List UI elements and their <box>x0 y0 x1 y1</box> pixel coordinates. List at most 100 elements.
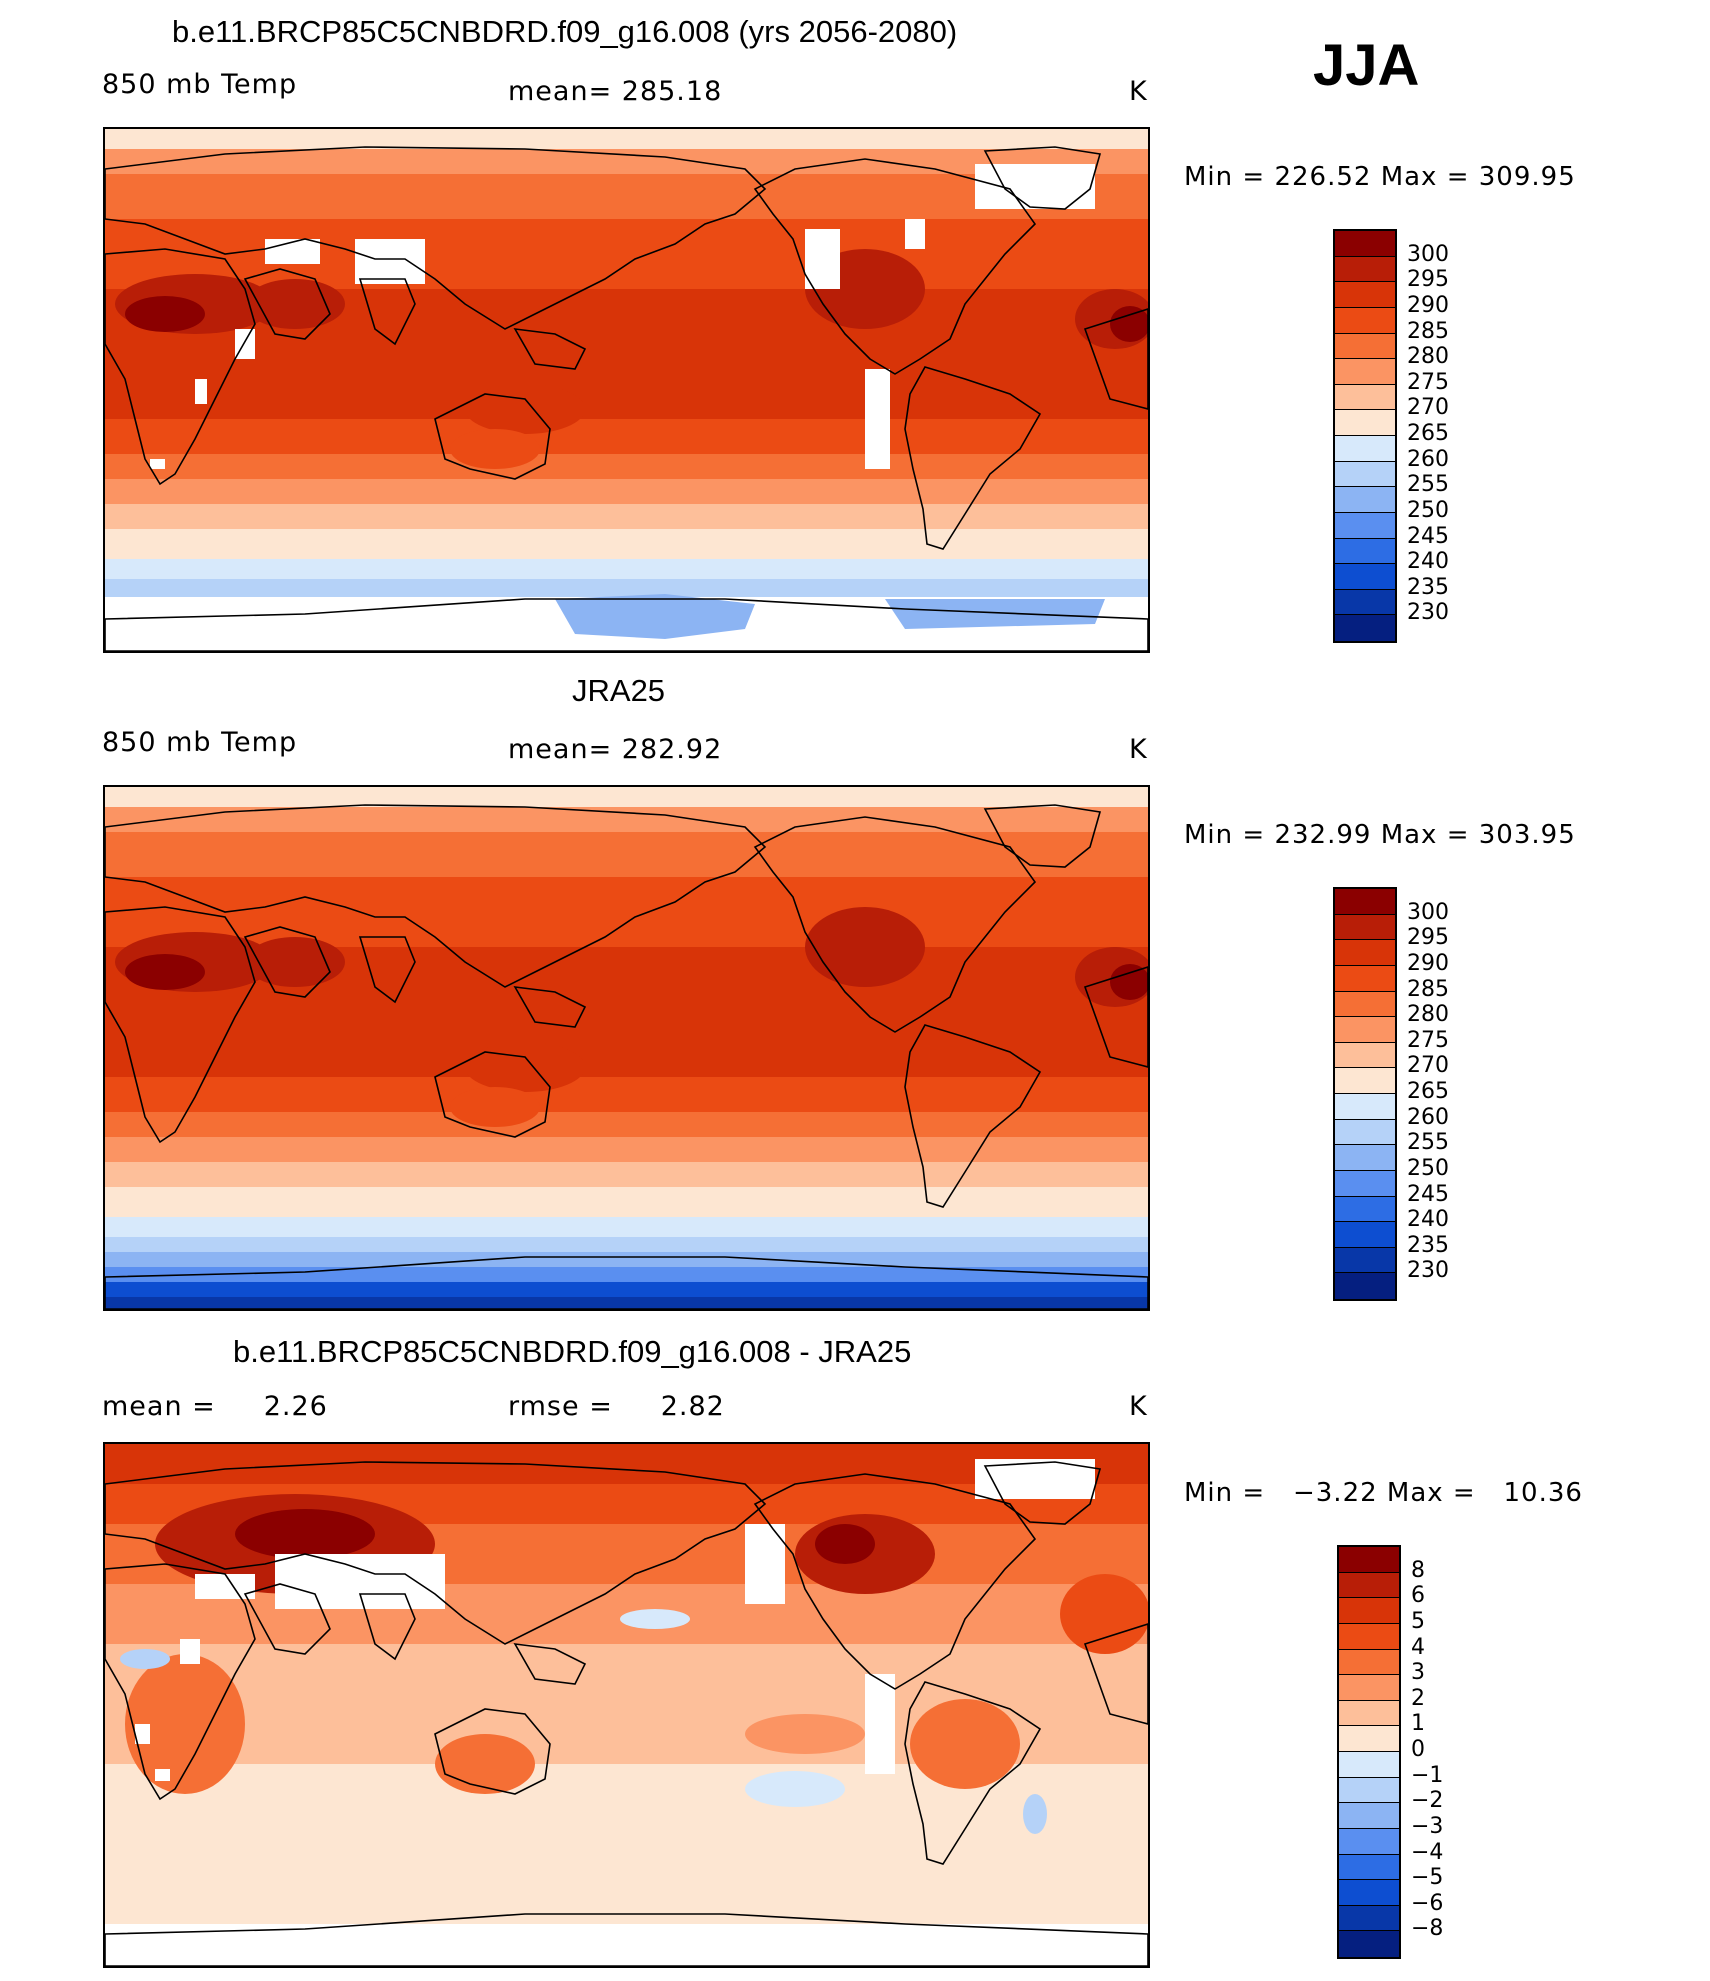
coastline-greenland <box>983 1461 1102 1525</box>
colorbar-tick-label: 295 <box>1407 925 1449 951</box>
coastline-namerica <box>753 158 1037 375</box>
colorbar-tick-label: 235 <box>1407 1232 1449 1258</box>
colorbar-tick-label: 240 <box>1407 549 1449 575</box>
panel-2-variable-label: 850 mb Temp <box>102 727 298 758</box>
coastline-africaEast <box>1083 966 1148 1068</box>
colorbar-tick-label: 2 <box>1411 1685 1425 1711</box>
coastline-eurasia <box>105 804 767 988</box>
colorbar-tick-label: 6 <box>1411 1583 1425 1609</box>
coastline-arabia <box>243 268 331 340</box>
colorbar-swatch <box>1335 991 1395 1018</box>
colorbar-swatch <box>1339 1828 1399 1855</box>
panel-1-units: K <box>1129 76 1148 107</box>
colorbar-swatch <box>1339 1905 1399 1932</box>
colorbar-swatch <box>1335 1170 1395 1197</box>
panel-2-minmax: Min = 232.99 Max = 303.95 <box>1184 820 1576 850</box>
colorbar-swatch <box>1339 1931 1399 1957</box>
colorbar-swatch <box>1335 256 1395 283</box>
colorbar-swatch <box>1335 307 1395 334</box>
colorbar-swatch <box>1335 359 1395 385</box>
coastline-africa <box>105 1563 256 1801</box>
colorbar-swatch <box>1335 512 1395 539</box>
colorbar-tick-label: 285 <box>1407 976 1449 1002</box>
panel-3-minmax: Min = −3.22 Max = 10.36 <box>1184 1478 1583 1508</box>
colorbar-tick-label: 300 <box>1407 241 1449 267</box>
colorbar-swatch <box>1339 1547 1399 1573</box>
map-field <box>105 129 1148 651</box>
coastline-india <box>358 936 416 1004</box>
colorbar-swatch <box>1335 333 1395 360</box>
colorbar-swatch <box>1335 384 1395 411</box>
coastline-australia <box>434 1051 551 1138</box>
colorbar-swatch <box>1335 940 1395 966</box>
coastline-australia <box>434 1708 551 1795</box>
coastline-samerica <box>904 366 1042 550</box>
coastline-greenland <box>983 804 1102 868</box>
colorbar-swatch <box>1335 1145 1395 1171</box>
colorbar-swatch <box>1335 1042 1395 1069</box>
colorbar-tick-label: 270 <box>1407 1053 1449 1079</box>
colorbar-swatch <box>1335 282 1395 308</box>
colorbar-tick-label: 295 <box>1407 267 1449 293</box>
panel-2-units: K <box>1129 734 1148 765</box>
coastline-antarctica <box>105 1913 1148 1966</box>
colorbar-tick-label: 245 <box>1407 523 1449 549</box>
colorbar-swatch <box>1335 410 1395 436</box>
colorbar-tick-label: −3 <box>1411 1813 1444 1839</box>
coastline-greenland <box>983 146 1102 210</box>
colorbar-swatch <box>1335 615 1395 641</box>
colorbar-tick-label: 270 <box>1407 395 1449 421</box>
coastlines <box>105 804 1148 1309</box>
colorbar-tick-label: 260 <box>1407 446 1449 472</box>
colorbar-swatch <box>1335 231 1395 257</box>
coastline-africaEast <box>1083 308 1148 410</box>
colorbar-tick-label: 5 <box>1411 1608 1425 1634</box>
coastline-india <box>358 1593 416 1661</box>
coastline-seasia <box>513 1643 587 1685</box>
colorbar-tick-label: 0 <box>1411 1737 1425 1762</box>
coastline-namerica <box>753 1473 1037 1690</box>
colorbar-tick-label: 250 <box>1407 1155 1449 1181</box>
colorbar-tick-label: 280 <box>1407 1002 1449 1028</box>
colorbar-swatch <box>1339 1880 1399 1906</box>
colorbar-tick-label: 235 <box>1407 574 1449 600</box>
colorbar-swatch <box>1335 461 1395 488</box>
colorbar-swatch <box>1335 1119 1395 1146</box>
colorbar-tick-label: 240 <box>1407 1207 1449 1233</box>
colorbar-swatch <box>1335 1222 1395 1248</box>
colorbar-swatches <box>1333 887 1397 1301</box>
map-field <box>105 1444 1148 1966</box>
coastline-eurasia <box>105 1461 767 1645</box>
colorbar-tick-label: 260 <box>1407 1104 1449 1130</box>
colorbar-swatches <box>1337 1545 1401 1959</box>
colorbar-swatch <box>1335 1196 1395 1223</box>
colorbar-tick-label: 3 <box>1411 1660 1425 1686</box>
panel-2-mean: mean= 282.92 <box>508 734 723 765</box>
colorbar-tick-label: −8 <box>1411 1916 1444 1942</box>
coastline-antarctica <box>105 1256 1148 1309</box>
colorbar-tick-label: 290 <box>1407 950 1449 976</box>
panel-1-mean: mean= 285.18 <box>508 76 723 107</box>
colorbar-swatch <box>1335 914 1395 941</box>
colorbar-swatch <box>1335 589 1395 616</box>
panel-1-title: b.e11.BRCP85C5CNBDRD.f09_g16.008 (yrs 20… <box>172 14 958 49</box>
colorbar-swatch <box>1335 1273 1395 1299</box>
colorbar-swatch <box>1339 1675 1399 1701</box>
panel-2-title: JRA25 <box>572 673 666 708</box>
colorbar-tick-label: 250 <box>1407 497 1449 523</box>
colorbar-swatch <box>1339 1777 1399 1804</box>
colorbar-tick-label: 300 <box>1407 899 1449 925</box>
map-field <box>105 787 1148 1309</box>
colorbar-tick-label: 275 <box>1407 369 1449 395</box>
colorbar-tick-label: 245 <box>1407 1181 1449 1207</box>
colorbar-swatch <box>1339 1726 1399 1752</box>
colorbar-tick-label: 8 <box>1411 1557 1425 1583</box>
colorbar-tick-label: 255 <box>1407 1130 1449 1156</box>
colorbar-swatch <box>1335 538 1395 565</box>
colorbar-swatches <box>1333 229 1397 643</box>
coastline-africaEast <box>1083 1623 1148 1725</box>
panel-3-map <box>103 1442 1150 1968</box>
colorbar-swatch <box>1339 1854 1399 1881</box>
colorbar-swatch <box>1339 1752 1399 1778</box>
colorbar-tick-label: 290 <box>1407 292 1449 318</box>
